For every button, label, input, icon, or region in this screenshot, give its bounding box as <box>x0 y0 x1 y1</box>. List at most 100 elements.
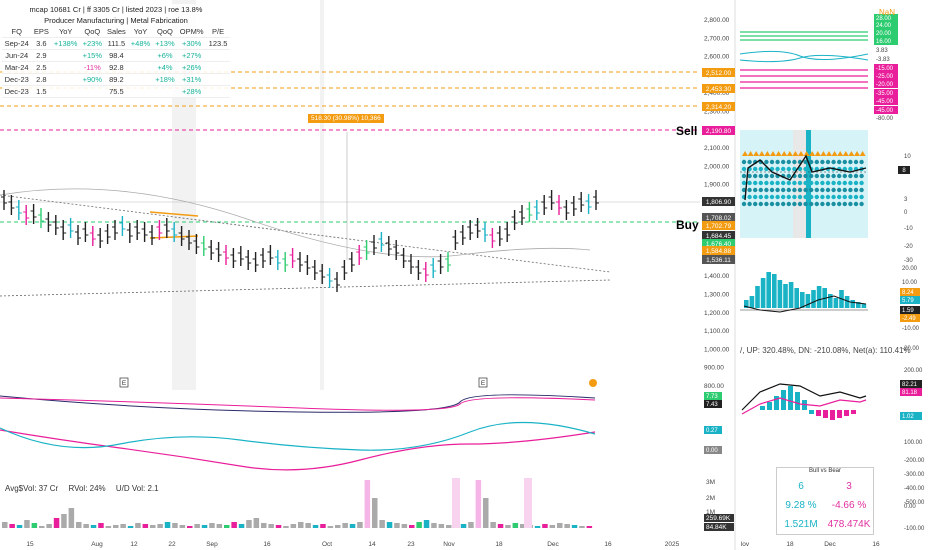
signal-dot <box>769 173 775 179</box>
signal-dot <box>809 201 814 207</box>
fund-cell: 2.8 <box>31 73 52 86</box>
dividend-marker[interactable] <box>589 379 597 387</box>
volume-bar <box>586 526 593 528</box>
volume-bar <box>505 525 511 528</box>
fund-cell: +31% <box>177 73 207 86</box>
buy-label: Buy <box>676 218 699 232</box>
signal-dot <box>820 173 825 179</box>
signal-arrow <box>764 151 771 156</box>
up-down-volume: U/D Vol: 2.1 <box>115 484 159 493</box>
fund-cell: +6% <box>152 49 178 62</box>
macd-axis-label: -100.00 <box>904 526 925 532</box>
earnings-marker[interactable] <box>478 377 488 388</box>
signal-dot <box>837 159 842 165</box>
right-axis-tag <box>874 14 898 22</box>
fund-col-header: EPS <box>31 26 52 38</box>
time-axis-label: 16 <box>604 541 612 548</box>
fund-cell <box>128 85 153 98</box>
volume-bar <box>275 525 282 528</box>
signal-dot <box>747 159 752 165</box>
volume-bar <box>253 518 260 528</box>
histogram-bar <box>766 272 771 308</box>
fund-cell <box>51 73 81 86</box>
price-tag-text: 1,676.40 <box>706 241 732 248</box>
volume-bar <box>335 525 341 528</box>
signal-dot <box>820 180 825 186</box>
volume-axis-label: 1M <box>706 509 715 516</box>
volume-bar <box>549 525 556 528</box>
signal-dot <box>814 201 819 207</box>
signal-dot <box>786 173 791 179</box>
price-axis-label: 2,100.00 <box>704 145 730 152</box>
price-axis-label: 2,600.00 <box>704 54 730 61</box>
signal-dot <box>786 166 791 172</box>
fundamentals-panel: mcap 10681 Cr | ff 3305 Cr | listed 2023… <box>2 4 230 98</box>
price-tag <box>702 231 735 240</box>
signal-arrow <box>775 151 782 156</box>
signal-dot <box>792 159 797 165</box>
signal-dot <box>853 201 859 207</box>
bull-volume: 1.521M <box>784 519 818 530</box>
signal-dot <box>747 187 752 193</box>
volume-bar <box>2 522 8 528</box>
osc-axis-label: -30 <box>904 258 913 264</box>
volume-bar <box>312 525 319 528</box>
histogram-bar <box>800 292 805 308</box>
volume-bar <box>357 522 363 528</box>
fund-cell: 1.5 <box>31 85 52 98</box>
signal-dot <box>814 173 819 179</box>
histogram-bar <box>777 280 783 308</box>
signal-dot <box>753 166 758 172</box>
price-tag-text: 1,584.88 <box>706 248 732 255</box>
signal-arrow <box>842 151 849 156</box>
signal-dot <box>859 173 864 179</box>
histogram-bar <box>816 286 822 308</box>
signal-dot <box>741 159 747 165</box>
lower-price-tag <box>704 446 722 454</box>
osc2-axis-label: -20.00 <box>902 346 920 352</box>
fund-cell: +48% <box>128 37 153 50</box>
signal-dot <box>786 187 791 193</box>
fund-col-header: OPM% <box>177 26 207 38</box>
fund-cell <box>128 73 153 86</box>
volume-bar <box>497 524 504 528</box>
fund-cell: +90% <box>80 73 105 86</box>
signal-arrow <box>792 151 799 156</box>
fund-cell: +138% <box>51 37 81 50</box>
osc2-axis-label: -2.49 <box>902 316 916 322</box>
signal-dot <box>753 180 758 186</box>
macd-tag-text: 1.02 <box>902 414 914 420</box>
fundamentals-header: mcap 10681 Cr | ff 3305 Cr | listed 2023… <box>29 5 203 14</box>
right-axis-label: -45.00 <box>876 99 894 105</box>
volume-bar <box>542 524 548 528</box>
signal-dot <box>781 180 786 186</box>
trend-line <box>0 279 611 297</box>
signal-dot <box>775 159 780 165</box>
signal-dot <box>769 159 775 165</box>
signal-dot <box>825 201 831 207</box>
right-axis-tag <box>874 21 898 29</box>
volume-bar <box>53 518 60 528</box>
signal-dot <box>842 159 847 165</box>
volume-bar <box>327 526 334 528</box>
volume-bar <box>194 524 200 528</box>
signal-dot <box>809 159 814 165</box>
signal-dot <box>797 194 803 200</box>
volume-bar <box>446 525 452 528</box>
histogram-bar <box>794 288 799 308</box>
price-axis-label: 1,900.00 <box>704 182 730 189</box>
right-time-axis-label: 18 <box>786 541 794 548</box>
price-axis-label: 900.00 <box>704 365 724 372</box>
volume-bar <box>409 525 415 528</box>
osc-axis-label: 0 <box>904 210 908 216</box>
signal-dot <box>837 201 842 207</box>
fund-cell <box>51 85 81 98</box>
signal-dot <box>803 159 808 165</box>
fund-cell: +23% <box>80 37 105 50</box>
macd-signal <box>741 397 867 415</box>
volume-bar <box>564 524 570 528</box>
fund-cell <box>51 61 81 74</box>
earnings-marker[interactable] <box>119 377 129 388</box>
lower-price-tag <box>704 392 722 400</box>
